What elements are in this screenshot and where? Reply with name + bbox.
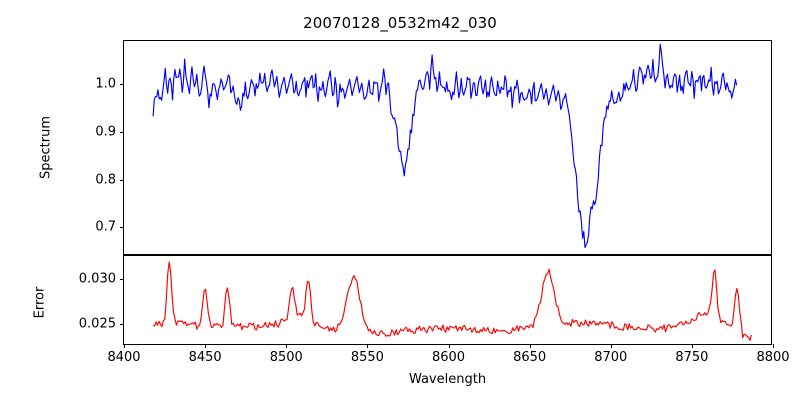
figure-title: 20070128_0532m42_030: [303, 14, 497, 32]
error-ytick-0.025: [120, 324, 124, 326]
error-yticklabel-0.025: 0.025: [78, 316, 116, 332]
xticklabel-8650: 8650: [513, 350, 547, 365]
xticklabel-8700: 8700: [594, 350, 628, 365]
xtick-8450: [205, 344, 207, 348]
xticklabel-8750: 8750: [675, 350, 709, 365]
spectrum-yticklabel-1.0: 1.0: [95, 76, 116, 92]
xticklabel-8800: 8800: [756, 350, 790, 365]
xtick-8650: [529, 344, 531, 348]
xticklabel-8400: 8400: [107, 350, 141, 365]
xtick-8750: [691, 344, 693, 348]
spectrum-yticklabel-0.8: 0.8: [95, 172, 116, 188]
error-plot-area: [124, 256, 771, 344]
xtick-8600: [448, 344, 450, 348]
spectrum-axis-label: Spectrum: [38, 116, 54, 179]
spectrum-line: [153, 44, 737, 247]
spectrum-yticklabel-0.7: 0.7: [95, 219, 116, 235]
spectrum-yticklabel-0.9: 0.9: [95, 124, 116, 140]
x-axis-label: Wavelength: [408, 372, 487, 387]
xticklabel-8600: 8600: [431, 350, 466, 365]
spectrum-ytick-0.9: [120, 131, 124, 133]
xticklabel-8550: 8550: [350, 350, 384, 365]
xticklabel-8500: 8500: [269, 350, 303, 365]
xtick-8800: [773, 344, 775, 348]
spectrum-ytick-0.8: [120, 179, 124, 181]
xtick-8400: [124, 344, 126, 348]
xtick-8700: [610, 344, 612, 348]
error-yticklabel-0.030: 0.030: [78, 271, 116, 287]
error-panel: 0.030 0.025 8400 8450 8500 8550 8600 8650 8700…: [79, 255, 790, 365]
spectrum-plot-area: [124, 41, 771, 254]
spectrum-ytick-0.7: [120, 227, 124, 229]
xtick-8500: [286, 344, 288, 348]
xtick-8550: [367, 344, 369, 348]
error-line: [153, 262, 751, 340]
spectrum-ytick-1.0: [120, 84, 124, 86]
error-axis-label: Error: [32, 286, 48, 319]
error-ytick-0.030: [120, 279, 124, 281]
xticklabel-8450: 8450: [188, 350, 222, 365]
spectrum-panel: 1.0 0.9 0.8 0.7: [95, 40, 772, 255]
